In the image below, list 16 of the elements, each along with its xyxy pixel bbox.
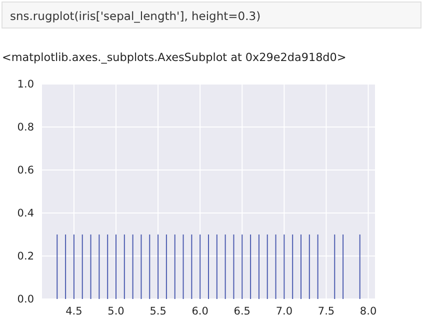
x-tick-label: 8.0 bbox=[360, 305, 377, 318]
y-tick-label: 0.6 bbox=[17, 164, 34, 176]
y-tick-label: 0.2 bbox=[17, 250, 34, 262]
y-tick-label: 0.0 bbox=[17, 293, 34, 306]
x-tick-label: 5.5 bbox=[150, 305, 166, 318]
x-tick-label: 6.0 bbox=[192, 305, 208, 318]
x-tick-label: 5.0 bbox=[108, 305, 124, 318]
x-tick-label: 4.5 bbox=[66, 305, 82, 318]
text: <matplotlib.axes._subplots.AxesSubplot at 0x29e2da918d0> bbox=[2, 51, 346, 64]
y-tick-label: 1.0 bbox=[17, 78, 34, 90]
x-tick-label: 7.0 bbox=[276, 305, 293, 318]
x-tick-label: 7.5 bbox=[318, 305, 335, 318]
y-tick-label: 0.8 bbox=[17, 121, 34, 134]
text: sns.rugplot(iris['sepal_length'], height=0.3) bbox=[10, 9, 261, 23]
x-tick-label: 6.5 bbox=[234, 305, 250, 318]
y-tick-label: 0.4 bbox=[17, 207, 34, 220]
